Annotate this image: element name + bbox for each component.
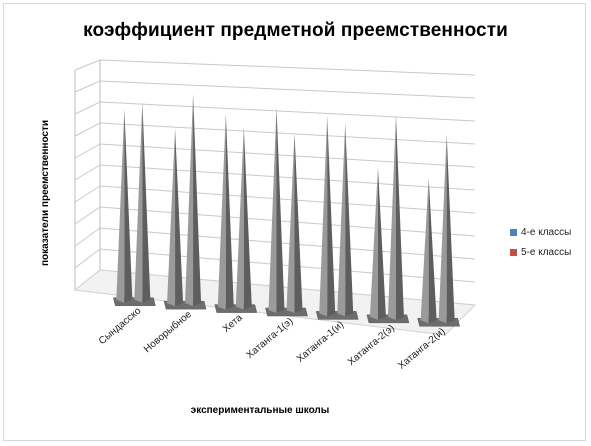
- cone-5th-4-light: [286, 132, 295, 313]
- category-label-6: Хатанга-2(э): [346, 323, 397, 368]
- gridline-side: [74, 248, 101, 269]
- chart-title: коэффициент предметной преемственности: [83, 20, 508, 41]
- cone-4th-7-light: [420, 177, 429, 324]
- gridline-back: [99, 227, 476, 260]
- cone-5th-1-light: [134, 101, 143, 303]
- legend: 4-е классы 5-е классы: [510, 224, 571, 264]
- cone-5th-1-shadow: [142, 101, 151, 303]
- gridline-back: [99, 164, 476, 191]
- gridline-side: [74, 206, 101, 225]
- gridline-back: [99, 122, 476, 145]
- legend-item-5th-grade: 5-е классы: [510, 244, 571, 260]
- gridline-back: [99, 59, 476, 76]
- cone-4th-1-shadow: [124, 108, 133, 303]
- category-label-3: Хета: [221, 312, 245, 335]
- gridline-back: [99, 206, 476, 237]
- cone-5th-2-shadow: [193, 93, 202, 307]
- legend-label-5th-grade: 5-е классы: [521, 246, 572, 258]
- cone-4th-3-light: [217, 113, 226, 310]
- gridline-back: [99, 80, 476, 99]
- cone-5th-4-shadow: [294, 132, 303, 313]
- cone-5th-3-shadow: [243, 127, 252, 310]
- cone-4th-6-light: [369, 167, 378, 320]
- gridline-side: [74, 59, 101, 71]
- legend-swatch-5th-grade: [510, 248, 517, 256]
- cone-5th-5-light: [337, 122, 346, 317]
- gridline-side: [74, 227, 101, 247]
- cone-4th-2-light: [167, 128, 176, 307]
- cone-4th-4-shadow: [276, 107, 285, 313]
- gridline-back: [99, 143, 476, 168]
- cone-5th-6-shadow: [395, 114, 404, 320]
- category-label-2: Новорыбное: [141, 308, 194, 355]
- cone-5th-3-light: [235, 127, 244, 310]
- gridline-side: [74, 101, 101, 115]
- cone-4th-5-light: [319, 115, 328, 317]
- cone-4th-5-shadow: [327, 115, 336, 317]
- gridline-side: [74, 185, 101, 203]
- cone-4th-4-light: [268, 107, 277, 313]
- gridline-side: [74, 164, 101, 181]
- gridline-side: [74, 143, 101, 159]
- y-axis-label: показатели преемственности: [40, 119, 51, 267]
- cone-5th-5-shadow: [345, 122, 354, 317]
- gridline-back: [99, 185, 476, 214]
- cone-5th-7-light: [438, 133, 447, 324]
- category-label-7: Хатанга-2(и): [396, 326, 447, 372]
- legend-swatch-4th-grade: [510, 228, 517, 236]
- gridline-side: [74, 122, 101, 137]
- gridline-back: [99, 248, 476, 283]
- cone-5th-2-light: [185, 93, 194, 307]
- cone-5th-7-shadow: [446, 133, 455, 324]
- cone-5th-6-light: [387, 114, 396, 320]
- cone-4th-3-shadow: [225, 113, 234, 310]
- legend-label-4th-grade: 4-е классы: [521, 226, 572, 238]
- cone-4th-6-shadow: [377, 167, 386, 320]
- gridline-back: [99, 101, 476, 122]
- gridline-side: [74, 80, 101, 93]
- category-label-4: Хатанга-1(э): [245, 316, 296, 361]
- cone-4th-2-shadow: [175, 128, 184, 307]
- category-label-1: Сындасско: [97, 305, 144, 347]
- x-axis-label: экспериментальные школы: [190, 405, 330, 416]
- cone-4th-1-light: [116, 108, 125, 303]
- legend-item-4th-grade: 4-е классы: [510, 224, 571, 240]
- cone-4th-7-shadow: [428, 177, 437, 324]
- category-label-5: Хатанга-1(и): [295, 319, 346, 365]
